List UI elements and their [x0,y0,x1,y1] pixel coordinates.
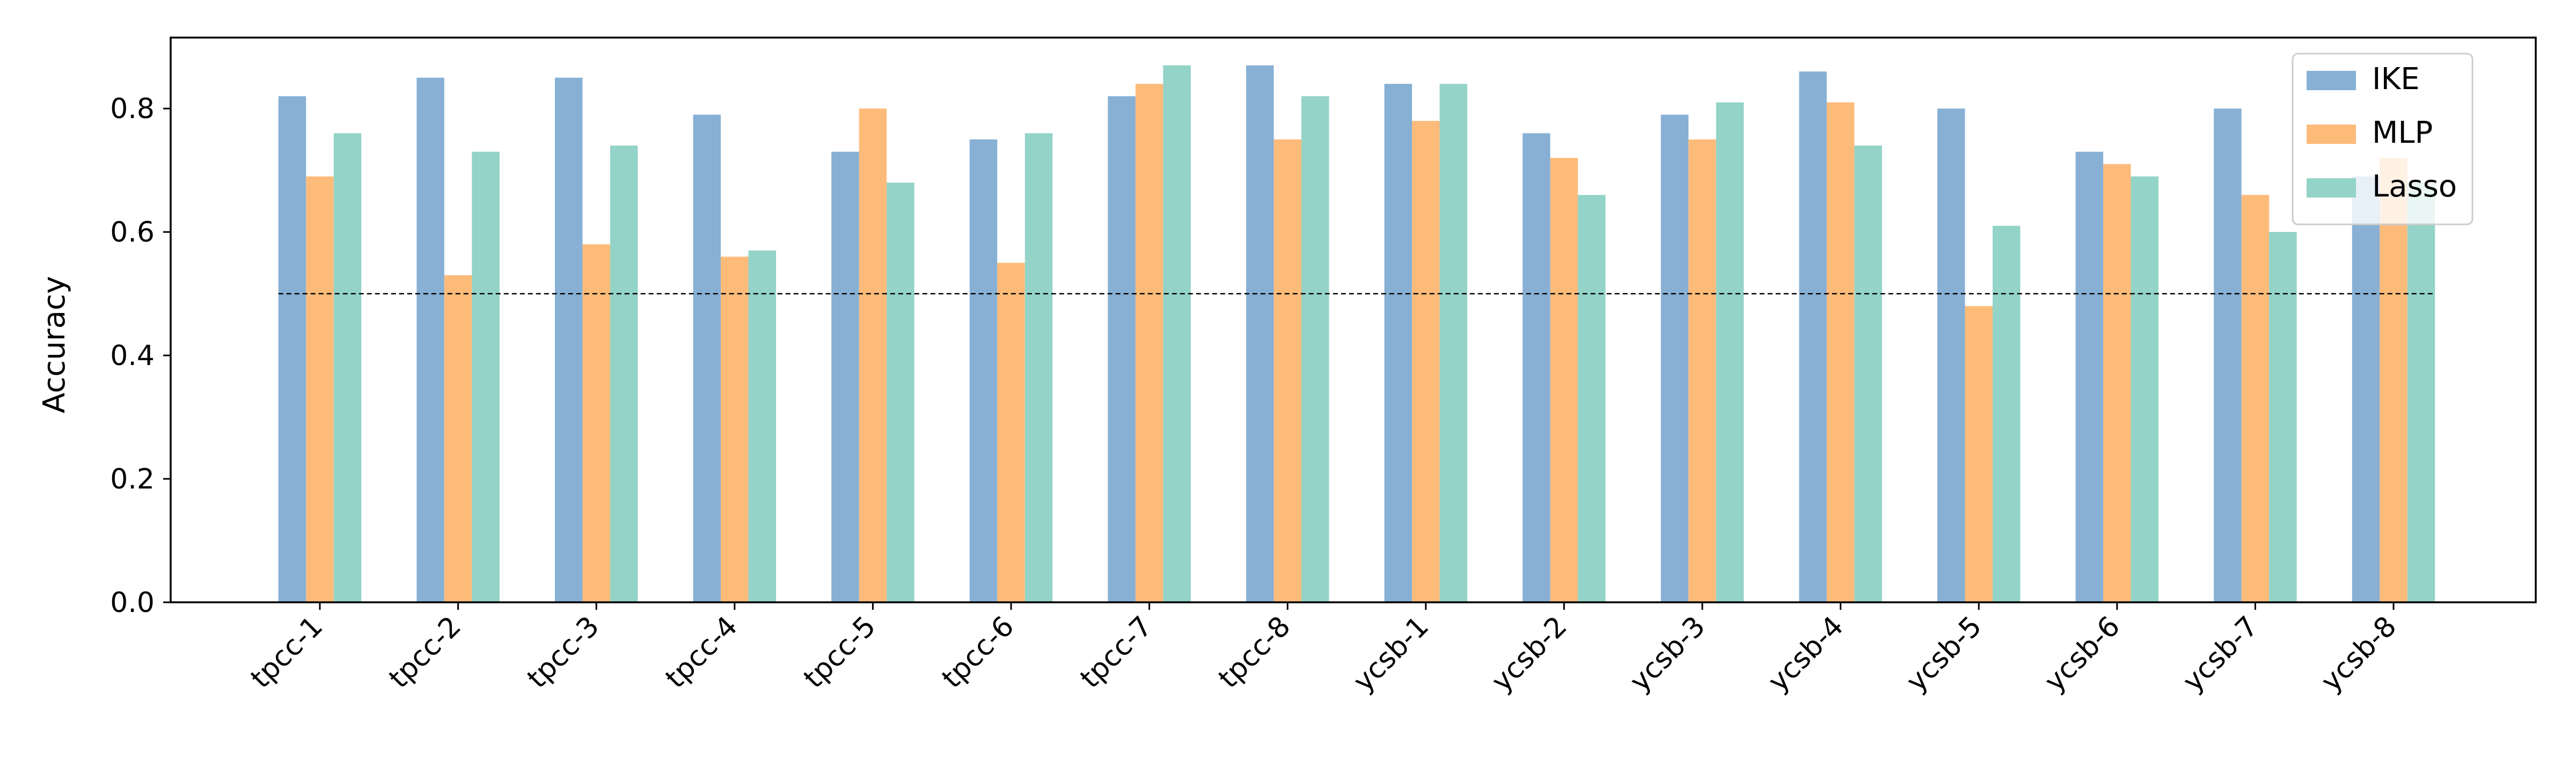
bar-lasso-ycsb-1 [1439,84,1468,603]
bar-lasso-ycsb-3 [1716,102,1744,602]
y-axis-label: Accuracy [37,276,72,413]
bar-lasso-tpcc-1 [333,133,362,603]
bar-ike-tpcc-2 [416,77,444,602]
legend-swatch-mlp [2307,125,2356,144]
bar-ike-tpcc-3 [554,77,583,602]
bar-mlp-ycsb-3 [1688,139,1716,602]
bar-ike-ycsb-4 [1799,71,1827,602]
bar-mlp-ycsb-7 [2241,195,2270,603]
bar-lasso-tpcc-8 [1301,96,1329,602]
bar-ike-tpcc-7 [1108,96,1136,602]
bar-ike-tpcc-1 [278,96,306,602]
bar-lasso-tpcc-6 [1024,133,1053,603]
bar-lasso-tpcc-7 [1163,65,1191,603]
bar-lasso-tpcc-3 [610,145,638,603]
bar-lasso-ycsb-4 [1854,145,1882,603]
bar-mlp-ycsb-1 [1412,121,1440,602]
bar-mlp-tpcc-1 [306,176,334,602]
bars-layer [278,65,2435,603]
bar-ike-ycsb-1 [1384,84,1413,603]
y-tick-label: 0.8 [110,93,155,125]
legend-label-ike: IKE [2372,62,2420,97]
bar-mlp-ycsb-5 [1965,306,1993,602]
bar-lasso-ycsb-7 [2269,232,2297,602]
legend: IKE MLP Lasso [2292,53,2473,225]
y-tick-label: 0.0 [110,587,155,619]
bar-mlp-ycsb-4 [1826,102,1855,602]
bar-mlp-tpcc-6 [997,262,1025,602]
legend-swatch-ike [2307,71,2356,90]
bar-ike-ycsb-3 [1660,114,1689,603]
bar-lasso-tpcc-4 [748,250,777,602]
bar-ike-ycsb-6 [2075,151,2104,602]
bar-lasso-ycsb-8 [2407,183,2435,602]
legend-label-lasso: Lasso [2372,169,2457,204]
bar-ike-tpcc-6 [969,139,998,602]
bar-mlp-ycsb-6 [2103,164,2131,603]
y-tick-label: 0.2 [110,463,155,495]
bar-mlp-ycsb-2 [1550,158,1578,602]
y-tick-label: 0.4 [110,340,155,372]
bar-lasso-tpcc-2 [472,151,500,602]
bar-ike-tpcc-8 [1246,65,1274,603]
legend-swatch-lasso [2307,178,2356,198]
bar-mlp-tpcc-8 [1274,139,1301,602]
bar-lasso-tpcc-5 [887,183,914,602]
bar-ike-ycsb-2 [1523,133,1550,603]
bar-ike-tpcc-5 [831,151,859,602]
bar-mlp-tpcc-2 [444,275,472,602]
bar-lasso-ycsb-6 [2131,176,2159,602]
bar-ike-tpcc-4 [693,114,721,603]
bar-mlp-tpcc-4 [721,257,749,602]
bar-ike-ycsb-8 [2352,176,2380,602]
bar-mlp-tpcc-3 [582,244,610,603]
plot-frame [170,37,2537,603]
bar-lasso-ycsb-2 [1578,195,1606,603]
bar-mlp-ycsb-8 [2380,158,2407,602]
bar-mlp-tpcc-7 [1135,84,1163,603]
y-tick-label: 0.6 [110,216,155,249]
bar-lasso-ycsb-5 [1992,225,2021,603]
legend-label-mlp: MLP [2372,115,2433,150]
bar-ike-ycsb-5 [1937,108,1965,603]
bar-ike-ycsb-7 [2214,108,2242,603]
bar-mlp-tpcc-5 [859,108,887,603]
